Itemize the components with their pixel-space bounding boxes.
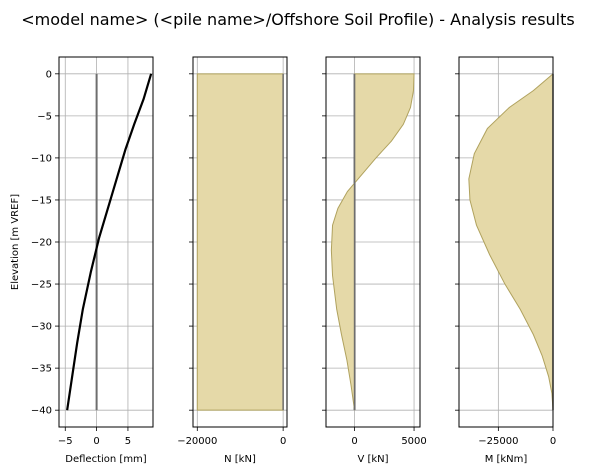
ytick-label: −15 [31, 195, 52, 206]
bending-moment-xtick-label: 0 [550, 436, 556, 447]
ytick-label: −20 [31, 238, 52, 249]
axial-force-xtick-label: 0 [280, 436, 286, 447]
deflection-xtick-label: 5 [125, 436, 131, 447]
subplot-bending-moment: −25000 0 M [kNm] [455, 56, 556, 465]
axial-force-x-axis-label: N [kN] [224, 454, 256, 465]
y-axis-label: Elevation [m VREF] [10, 194, 21, 290]
subplot-deflection: 0 −5 −10 −15 −20 −25 −30 −35 −40 −5 0 5 Deflection [… [31, 56, 154, 465]
subplot-axial-force: −20000 0 N [kN] [177, 56, 288, 465]
ytick-label: −25 [31, 280, 52, 291]
shear-force-x-axis-label: V [kN] [357, 454, 388, 465]
figure-title: <model name> (<pile name>/Offshore Soil … [21, 10, 574, 29]
deflection-xtick-label: 0 [93, 436, 99, 447]
ytick-label: 0 [46, 69, 52, 80]
shear-force-xtick-label: 5000 [401, 436, 426, 447]
ytick-label: −35 [31, 364, 52, 375]
axial-force-area-fill [196, 73, 284, 411]
bending-moment-xtick-label: −25000 [478, 436, 518, 447]
ytick-label: −5 [37, 111, 52, 122]
deflection-xtick-label: −5 [58, 436, 73, 447]
bending-moment-x-axis-label: M [kNm] [485, 454, 528, 465]
bending-moment-area-fill [468, 72, 554, 411]
deflection-curve [66, 73, 153, 411]
axial-force-xtick-label: −20000 [177, 436, 217, 447]
ytick-label: −30 [31, 322, 52, 333]
ytick-label: −40 [31, 406, 52, 417]
deflection-x-axis-label: Deflection [mm] [65, 454, 147, 465]
shear-force-xtick-label: 0 [351, 436, 357, 447]
shear-force-area-fill [330, 73, 415, 411]
subplot-shear-force: 0 5000 V [kN] [322, 56, 427, 465]
ytick-label: −10 [31, 153, 52, 164]
